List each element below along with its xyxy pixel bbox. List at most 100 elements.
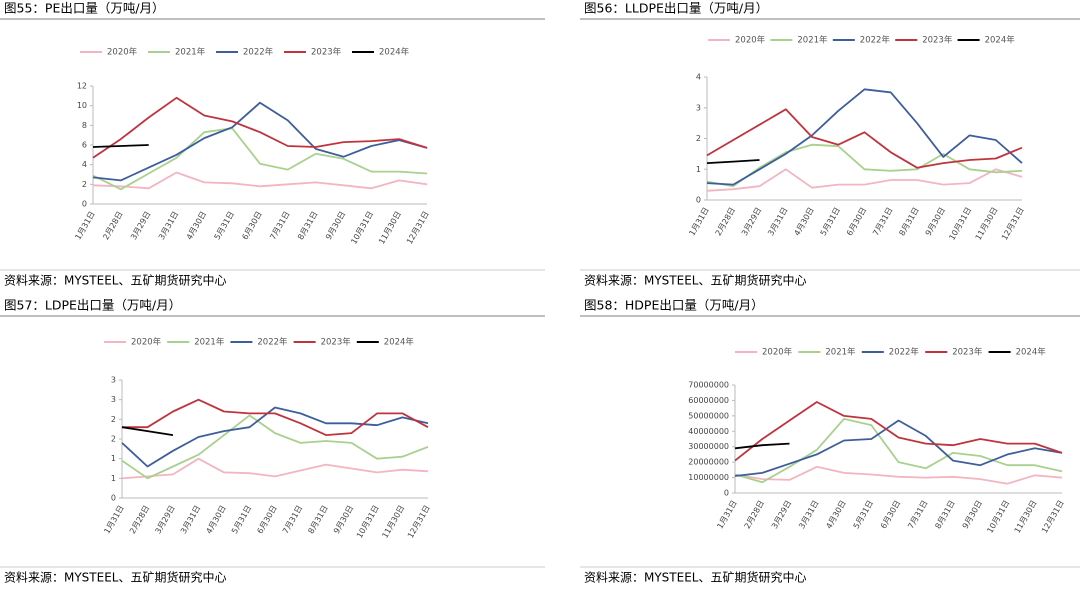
y-tick-label: 10000000: [688, 473, 729, 482]
x-tick-label: 1月31日: [687, 206, 710, 238]
x-tick-label: 10月31日: [985, 499, 1011, 535]
series-line: [92, 144, 149, 148]
x-tick-label: 11月30日: [380, 504, 406, 540]
legend-label: 2024年: [384, 337, 415, 348]
y-tick-label: 2: [82, 180, 87, 189]
y-tick-label: 3: [111, 395, 116, 404]
series-line: [734, 442, 790, 450]
y-tick-label: 10: [77, 101, 87, 110]
legend-label: 2021年: [797, 35, 828, 46]
x-tick-label: 10月31日: [947, 206, 973, 242]
series-line: [92, 96, 428, 159]
series-line: [706, 143, 1023, 188]
y-tick-label: 3: [696, 103, 701, 112]
legend-label: 2024年: [379, 47, 410, 58]
y-tick-label: 1: [111, 454, 116, 463]
legend-label: 2023年: [321, 337, 352, 348]
x-tick-label: 6月30日: [240, 210, 263, 242]
x-tick-label: 9月30日: [924, 206, 947, 238]
series-line: [92, 101, 428, 182]
x-tick-label: 5月31日: [230, 504, 253, 536]
y-tick-label: 6: [82, 141, 87, 150]
y-tick-label: 70000000: [688, 381, 729, 390]
x-tick-label: 2月28日: [101, 210, 124, 242]
x-tick-label: 1月31日: [102, 504, 125, 536]
x-tick-label: 1月31日: [73, 210, 96, 242]
x-tick-label: 2月28日: [128, 504, 151, 536]
y-tick-label: 2: [111, 415, 116, 424]
y-tick-label: 50000000: [688, 411, 729, 420]
y-tick-label: 1: [696, 165, 701, 174]
series-line: [734, 465, 1063, 485]
legend-label: 2023年: [311, 47, 342, 58]
y-tick-label: 2: [111, 435, 116, 444]
x-tick-label: 11月30日: [377, 210, 403, 246]
y-tick-label: 0: [111, 494, 116, 503]
y-tick-label: 40000000: [688, 427, 729, 436]
x-tick-label: 2月28日: [743, 499, 766, 531]
y-tick-label: 3: [111, 376, 116, 385]
x-tick-label: 5月31日: [213, 210, 236, 242]
series-line: [121, 426, 174, 436]
y-tick-label: 2: [696, 134, 701, 143]
x-tick-label: 2月28日: [714, 206, 737, 238]
x-tick-label: 4月30日: [204, 504, 227, 536]
series-line: [121, 414, 429, 480]
x-tick-label: 8月31日: [296, 210, 319, 242]
x-tick-label: 6月30日: [845, 206, 868, 238]
series-line: [734, 401, 1063, 462]
x-tick-label: 5月31日: [819, 206, 842, 238]
x-tick-label: 12月31日: [406, 504, 432, 540]
legend-label: 2020年: [131, 337, 162, 348]
x-tick-label: 7月31日: [906, 499, 929, 531]
source-note: 资料来源：MYSTEEL、五矿期货研究中心: [584, 273, 806, 288]
y-tick-label: 12: [77, 82, 87, 91]
series-line: [734, 419, 1063, 477]
x-tick-label: 6月30日: [879, 499, 902, 531]
y-tick-label: 4: [82, 160, 87, 169]
legend-label: 2022年: [257, 337, 288, 348]
series-line: [121, 406, 429, 468]
x-tick-label: 12月31日: [1040, 499, 1066, 535]
series-line: [92, 127, 428, 191]
source-note: 资料来源：MYSTEEL、五矿期货研究中心: [4, 570, 226, 585]
source-note: 资料来源：MYSTEEL、五矿期货研究中心: [4, 273, 226, 288]
x-tick-label: 3月31日: [179, 504, 202, 536]
x-tick-label: 3月29日: [740, 206, 763, 238]
y-tick-label: 1: [111, 474, 116, 483]
x-tick-label: 11月30日: [974, 206, 1000, 242]
legend-label: 2020年: [735, 35, 766, 46]
x-tick-label: 7月31日: [281, 504, 304, 536]
x-tick-label: 4月30日: [185, 210, 208, 242]
x-tick-label: 8月31日: [897, 206, 920, 238]
y-tick-label: 4: [696, 73, 701, 82]
legend-label: 2023年: [952, 347, 983, 358]
figure-title: 图55：PE出口量（万吨/月）: [4, 1, 165, 16]
series-line: [122, 398, 429, 436]
x-tick-label: 9月30日: [324, 210, 347, 242]
x-tick-label: 10月31日: [355, 504, 381, 540]
legend-label: 2023年: [922, 35, 953, 46]
legend-label: 2022年: [889, 347, 920, 358]
series-line: [121, 457, 429, 480]
x-tick-label: 11月30日: [1013, 499, 1039, 535]
x-tick-label: 12月31日: [405, 210, 431, 246]
series-line: [706, 108, 1023, 169]
series-line: [92, 171, 428, 190]
legend-label: 2024年: [985, 35, 1016, 46]
source-note: 资料来源：MYSTEEL、五矿期货研究中心: [584, 570, 806, 585]
legend-label: 2021年: [175, 47, 206, 58]
legend-label: 2021年: [194, 337, 225, 348]
legend-label: 2024年: [1016, 347, 1047, 358]
x-tick-label: 7月31日: [871, 206, 894, 238]
x-tick-label: 3月31日: [797, 499, 820, 531]
x-tick-label: 1月31日: [715, 499, 738, 531]
legend-label: 2022年: [243, 47, 274, 58]
x-tick-label: 3月29日: [129, 210, 152, 242]
x-tick-label: 9月30日: [961, 499, 984, 531]
figure-title: 图56：LLDPE出口量（万吨/月）: [584, 1, 768, 16]
x-tick-label: 7月31日: [268, 210, 291, 242]
figure-title: 图57：LDPE出口量（万吨/月）: [4, 298, 181, 313]
x-tick-label: 6月30日: [255, 504, 278, 536]
